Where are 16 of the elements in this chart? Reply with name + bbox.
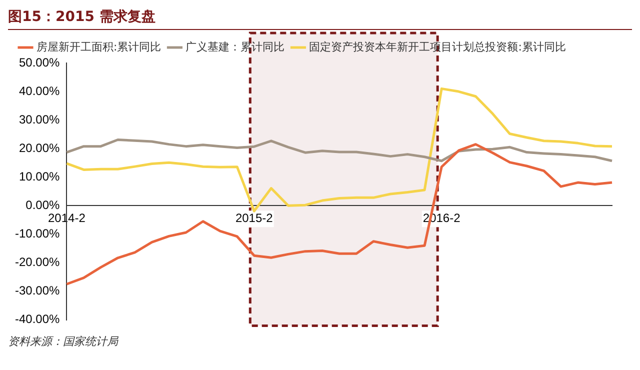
legend-label: 广义基建：累计同比 — [186, 40, 285, 54]
legend-label: 固定资产投资本年新开工项目计划总投资额:累计同比 — [309, 40, 566, 54]
x-tick-label: 2015-2 — [235, 211, 274, 226]
y-tick-label: 10.00% — [18, 169, 60, 184]
y-tick-label: 0.00% — [26, 198, 60, 212]
y-tick-label: -20.00% — [14, 255, 60, 270]
text: 资料来源：国家统计局 — [8, 334, 120, 349]
y-tick-label: -30.00% — [14, 284, 60, 298]
y-tick-label: 20.00% — [18, 140, 60, 155]
chart-title: 图15：2015 需求复盘 — [8, 8, 632, 30]
legend-label: 房屋新开工面积:累计同比 — [36, 40, 162, 54]
y-tick-label: -40.00% — [14, 312, 60, 326]
y-tick-label: 30.00% — [18, 112, 60, 126]
y-tick-label: 50.00% — [18, 55, 60, 70]
y-tick-label: 40.00% — [18, 84, 60, 98]
y-tick-label: -10.00% — [14, 226, 60, 241]
